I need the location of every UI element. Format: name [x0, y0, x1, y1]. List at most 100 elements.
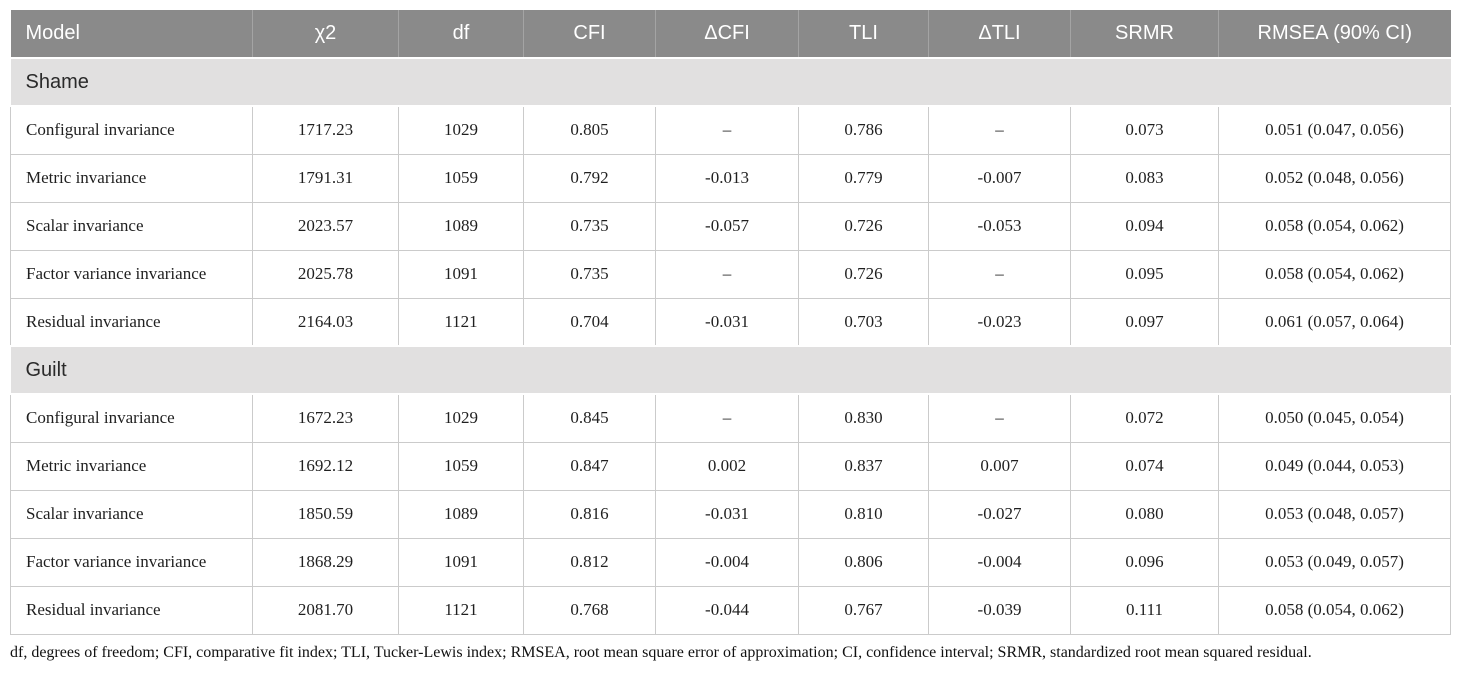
value-cell: 0.096	[1070, 537, 1219, 587]
table-footnote: df, degrees of freedom; CFI, comparative…	[10, 643, 1312, 661]
value-cell: 0.806	[798, 537, 929, 587]
value-cell: 1850.59	[252, 489, 399, 539]
value-cell: -0.023	[928, 297, 1071, 347]
value-cell: 0.097	[1070, 297, 1219, 347]
value-cell: –	[655, 393, 799, 443]
value-cell: 0.812	[523, 537, 656, 587]
value-cell: 1868.29	[252, 537, 399, 587]
section-row-shame: Shame	[10, 57, 1451, 107]
value-cell: -0.044	[655, 585, 799, 635]
value-cell: 1121	[398, 297, 524, 347]
value-cell: –	[928, 393, 1071, 443]
column-header-df: df	[398, 10, 524, 58]
value-cell: 1091	[398, 537, 524, 587]
value-cell: -0.027	[928, 489, 1071, 539]
value-cell: -0.057	[655, 201, 799, 251]
value-cell: 0.111	[1070, 585, 1219, 635]
value-cell: 1692.12	[252, 441, 399, 491]
value-cell: 0.805	[523, 105, 656, 155]
model-name-cell: Configural invariance	[10, 105, 253, 155]
value-cell: 1121	[398, 585, 524, 635]
value-cell: 0.726	[798, 201, 929, 251]
value-cell: 1089	[398, 489, 524, 539]
value-cell: -0.031	[655, 489, 799, 539]
table-row: Scalar invariance 1850.59 1089 0.816 -0.031 0…	[10, 489, 1451, 539]
column-header-rmsea: RMSEA (90% CI)	[1218, 10, 1451, 58]
column-header-chi2: χ2	[252, 10, 399, 58]
value-cell: 1059	[398, 441, 524, 491]
column-header-cfi: CFI	[523, 10, 656, 58]
value-cell: 2081.70	[252, 585, 399, 635]
value-cell: -0.031	[655, 297, 799, 347]
value-cell: 0.810	[798, 489, 929, 539]
value-cell: 0.704	[523, 297, 656, 347]
value-cell: 0.074	[1070, 441, 1219, 491]
value-cell: 0.058 (0.054, 0.062)	[1218, 585, 1451, 635]
value-cell: –	[928, 249, 1071, 299]
value-cell: 0.073	[1070, 105, 1219, 155]
section-row-guilt: Guilt	[10, 345, 1451, 395]
column-header-srmr: SRMR	[1070, 10, 1219, 58]
value-cell: 0.094	[1070, 201, 1219, 251]
table-row: Configural invariance 1672.23 1029 0.845–0.…	[10, 393, 1451, 443]
value-cell: 0.845	[523, 393, 656, 443]
value-cell: 0.053 (0.048, 0.057)	[1218, 489, 1451, 539]
value-cell: 0.847	[523, 441, 656, 491]
value-cell: 1059	[398, 153, 524, 203]
value-cell: 0.703	[798, 297, 929, 347]
value-cell: 1672.23	[252, 393, 399, 443]
value-cell: 2025.78	[252, 249, 399, 299]
value-cell: –	[928, 105, 1071, 155]
value-cell: 0.050 (0.045, 0.054)	[1218, 393, 1451, 443]
value-cell: 0.051 (0.047, 0.056)	[1218, 105, 1451, 155]
value-cell: 1089	[398, 201, 524, 251]
model-name-cell: Scalar invariance	[10, 489, 253, 539]
column-header-model: Model	[10, 10, 253, 58]
section-label: Guilt	[10, 345, 1451, 395]
value-cell: 0.735	[523, 249, 656, 299]
value-cell: 0.792	[523, 153, 656, 203]
table-row: Configural invariance 1717.23 1029 0.805–0.…	[10, 105, 1451, 155]
model-name-cell: Scalar invariance	[10, 201, 253, 251]
value-cell: 0.058 (0.054, 0.062)	[1218, 249, 1451, 299]
value-cell: 0.049 (0.044, 0.053)	[1218, 441, 1451, 491]
value-cell: 0.768	[523, 585, 656, 635]
value-cell: 2023.57	[252, 201, 399, 251]
value-cell: 0.007	[928, 441, 1071, 491]
table-row: Residual invariance 2164.03 1121 0.704 -0.03…	[10, 297, 1451, 347]
value-cell: 1029	[398, 393, 524, 443]
value-cell: 0.002	[655, 441, 799, 491]
model-name-cell: Residual invariance	[10, 585, 253, 635]
value-cell: 0.072	[1070, 393, 1219, 443]
table-row: Residual invariance 2081.70 1121 0.768 -0.04…	[10, 585, 1451, 635]
value-cell: 1717.23	[252, 105, 399, 155]
value-cell: 0.052 (0.048, 0.056)	[1218, 153, 1451, 203]
value-cell: 0.830	[798, 393, 929, 443]
section-label: Shame	[10, 57, 1451, 107]
table-header-row: Model χ2 df CFI ΔCFI TLI ΔTLI SRMR RMSEA…	[10, 10, 1451, 58]
value-cell: -0.007	[928, 153, 1071, 203]
value-cell: 0.053 (0.049, 0.057)	[1218, 537, 1451, 587]
table-row: Factor variance invariance 2025.78 1091 0.7…	[10, 249, 1451, 299]
value-cell: 0.080	[1070, 489, 1219, 539]
value-cell: -0.004	[928, 537, 1071, 587]
value-cell: 1791.31	[252, 153, 399, 203]
value-cell: 0.816	[523, 489, 656, 539]
value-cell: 1091	[398, 249, 524, 299]
model-name-cell: Factor variance invariance	[10, 537, 253, 587]
value-cell: 0.083	[1070, 153, 1219, 203]
value-cell: –	[655, 249, 799, 299]
value-cell: 0.726	[798, 249, 929, 299]
value-cell: 0.095	[1070, 249, 1219, 299]
value-cell: 0.786	[798, 105, 929, 155]
column-header-tli: TLI	[798, 10, 929, 58]
table-row: Scalar invariance 2023.57 1089 0.735 -0.057 0…	[10, 201, 1451, 251]
value-cell: -0.053	[928, 201, 1071, 251]
value-cell: 0.779	[798, 153, 929, 203]
fit-indices-table: Model χ2 df CFI ΔCFI TLI ΔTLI SRMR RMSEA…	[10, 10, 1451, 635]
table-row: Metric invariance 1791.31 1059 0.792 -0.013 0…	[10, 153, 1451, 203]
model-name-cell: Configural invariance	[10, 393, 253, 443]
value-cell: 0.061 (0.057, 0.064)	[1218, 297, 1451, 347]
value-cell: 0.058 (0.054, 0.062)	[1218, 201, 1451, 251]
column-header-delta-tli: ΔTLI	[928, 10, 1071, 58]
